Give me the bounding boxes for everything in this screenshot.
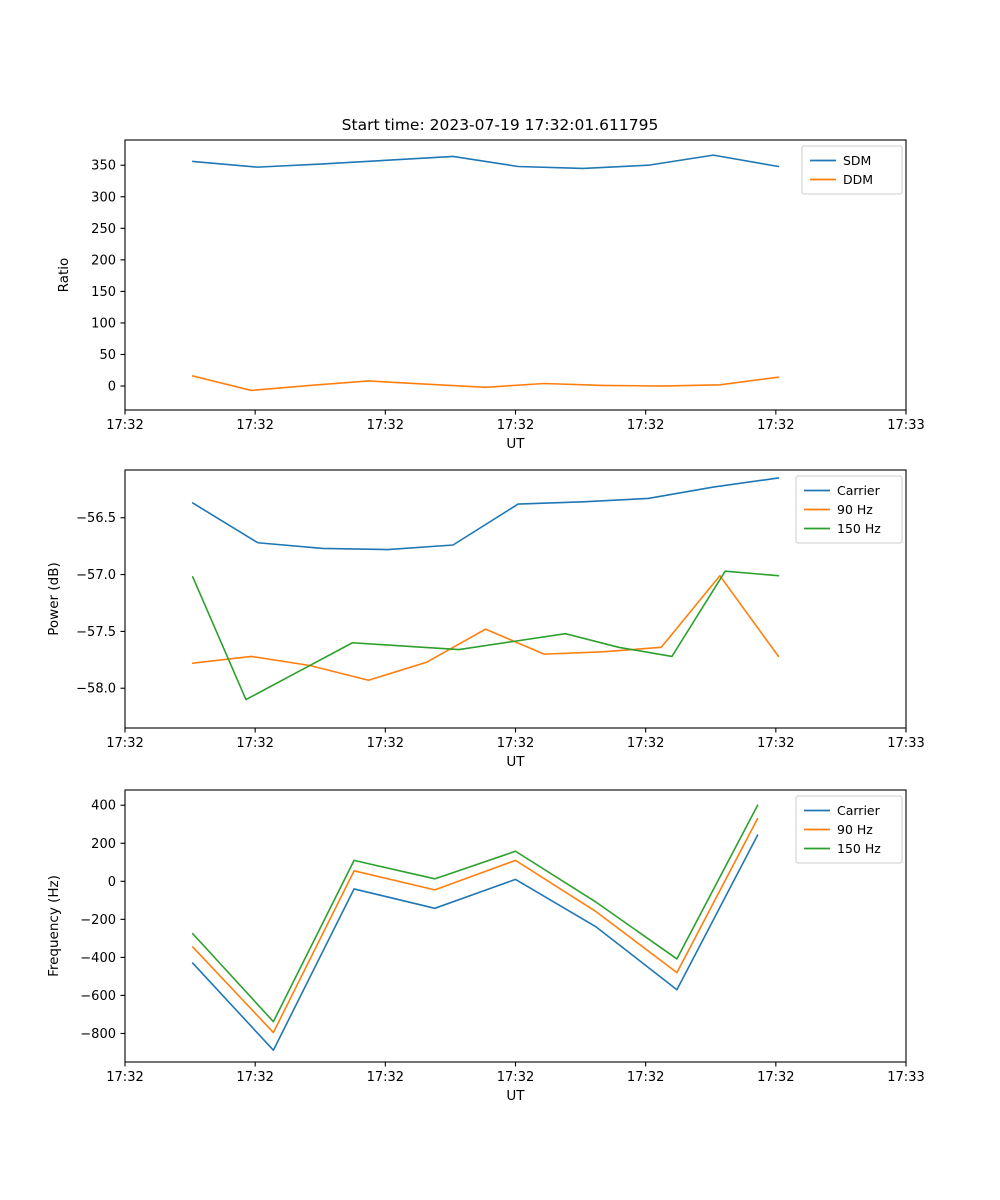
x-tick-label: 17:32 bbox=[236, 418, 273, 433]
legend-label-90-hz: 90 Hz bbox=[837, 822, 873, 837]
series-line-carrier bbox=[191, 834, 759, 1052]
y-tick-label: 400 bbox=[91, 799, 116, 814]
data-lines bbox=[191, 154, 780, 392]
axes-power-canvas: 17:32 17:32 17:32 17:32 17:32 17:32 17:33 UT −56… bbox=[46, 469, 925, 770]
legend-label-sdm: SDM bbox=[843, 153, 871, 168]
figure-title: Start time: 2023-07-19 17:32:01.611795 bbox=[341, 116, 659, 134]
legend-label-carrier: Carrier bbox=[837, 483, 881, 498]
series-line-150-hz bbox=[191, 804, 759, 1023]
x-tick-label: 17:32 bbox=[236, 1070, 273, 1085]
x-tick-label: 17:32 bbox=[497, 1070, 534, 1085]
y-tick-label: −56.5 bbox=[76, 511, 116, 526]
x-tick-label: 17:32 bbox=[757, 736, 794, 751]
plot-frame bbox=[124, 139, 907, 411]
legend: Carrier 90 Hz 150 Hz bbox=[795, 475, 903, 544]
series-line-carrier bbox=[191, 477, 780, 551]
x-tick-label: 17:33 bbox=[887, 1070, 924, 1085]
x-tick-label: 17:32 bbox=[367, 736, 404, 751]
x-tick-label: 17:32 bbox=[757, 1070, 794, 1085]
x-tick-label: 17:32 bbox=[627, 1070, 664, 1085]
x-tick-label: 17:32 bbox=[627, 736, 664, 751]
y-tick-label: −600 bbox=[80, 989, 116, 1004]
y-tick-label: −400 bbox=[80, 951, 116, 966]
y-tick-label: −800 bbox=[80, 1027, 116, 1042]
y-axis-label: Frequency (Hz) bbox=[46, 875, 62, 977]
y-tick-label: 100 bbox=[91, 316, 116, 331]
series-line-ddm bbox=[191, 375, 780, 392]
axes-ratio-canvas: 17:32 17:32 17:32 17:32 17:32 17:32 17:33 UT 0 50… bbox=[56, 139, 925, 452]
y-tick-label: 300 bbox=[91, 190, 116, 205]
legend-label-carrier: Carrier bbox=[837, 803, 881, 818]
y-tick-label: 150 bbox=[91, 285, 116, 300]
y-tick-label: −200 bbox=[80, 913, 116, 928]
axes-frequency-canvas: 17:32 17:32 17:32 17:32 17:32 17:32 17:33 UT 400… bbox=[46, 789, 925, 1104]
y-tick-label: 350 bbox=[91, 159, 116, 174]
legend-box bbox=[795, 475, 903, 544]
x-tick-label: 17:32 bbox=[106, 736, 143, 751]
y-tick-label: 250 bbox=[91, 222, 116, 237]
legend: Carrier 90 Hz 150 Hz bbox=[795, 795, 903, 864]
legend-label-150-hz: 150 Hz bbox=[837, 521, 881, 536]
x-tick-label: 17:32 bbox=[106, 1070, 143, 1085]
x-axis-label: UT bbox=[506, 754, 525, 770]
x-tick-label: 17:32 bbox=[367, 418, 404, 433]
plot-frame bbox=[124, 789, 907, 1063]
x-tick-label: 17:32 bbox=[236, 736, 273, 751]
legend-box bbox=[801, 145, 903, 195]
x-tick-label: 17:32 bbox=[367, 1070, 404, 1085]
y-tick-label: 200 bbox=[91, 837, 116, 852]
y-tick-label: −58.0 bbox=[76, 682, 116, 697]
series-line-sdm bbox=[191, 154, 780, 170]
y-tick-label: 50 bbox=[99, 348, 116, 363]
x-axis-label: UT bbox=[506, 1088, 525, 1104]
legend-label-90-hz: 90 Hz bbox=[837, 502, 873, 517]
y-tick-label: 200 bbox=[91, 253, 116, 268]
series-line-90-hz bbox=[191, 574, 780, 682]
y-axis-label: Power (dB) bbox=[46, 562, 62, 635]
y-tick-label: 0 bbox=[108, 380, 116, 395]
plot-frame bbox=[124, 469, 907, 729]
y-tick-label: 0 bbox=[108, 875, 116, 890]
x-tick-label: 17:32 bbox=[627, 418, 664, 433]
subplot-frequency: 17:32 17:32 17:32 17:32 17:32 17:32 17:33 UT 400… bbox=[0, 765, 1000, 1125]
legend: SDM DDM bbox=[801, 145, 903, 195]
subplot-power: 17:32 17:32 17:32 17:32 17:32 17:32 17:33 UT −56… bbox=[0, 440, 1000, 790]
x-tick-label: 17:32 bbox=[497, 418, 534, 433]
data-lines bbox=[191, 477, 780, 701]
x-tick-label: 17:33 bbox=[887, 736, 924, 751]
legend-label-ddm: DDM bbox=[843, 172, 873, 187]
x-axis-label: UT bbox=[506, 436, 525, 452]
y-tick-label: −57.5 bbox=[76, 625, 116, 640]
legend-label-150-hz: 150 Hz bbox=[837, 841, 881, 856]
y-axis-label: Ratio bbox=[56, 258, 72, 293]
legend-box bbox=[795, 795, 903, 864]
subplot-ratio: 17:32 17:32 17:32 17:32 17:32 17:32 17:33 UT 0 50… bbox=[0, 0, 1000, 460]
data-lines bbox=[191, 804, 759, 1052]
series-line-150-hz bbox=[191, 570, 780, 701]
x-tick-label: 17:32 bbox=[497, 736, 534, 751]
y-tick-label: −57.0 bbox=[76, 568, 116, 583]
series-line-90-hz bbox=[191, 817, 759, 1034]
x-tick-label: 17:32 bbox=[106, 418, 143, 433]
x-tick-label: 17:33 bbox=[887, 418, 924, 433]
x-tick-label: 17:32 bbox=[757, 418, 794, 433]
